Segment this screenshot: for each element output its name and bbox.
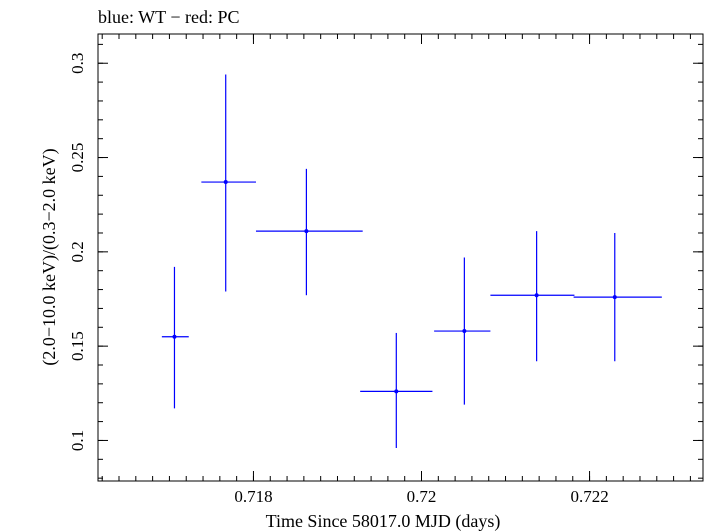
y-tick-label: 0.15	[68, 331, 87, 361]
y-tick-label: 0.3	[68, 53, 87, 74]
y-axis-label: (2.0−10.0 keV)/(0.3−2.0 keV)	[39, 148, 60, 365]
x-axis-label: Time Since 58017.0 MJD (days)	[266, 511, 501, 532]
point-marker	[534, 293, 539, 298]
chart-title: blue: WT − red: PC	[98, 7, 239, 27]
point-marker	[394, 389, 399, 394]
axis-ticks	[98, 34, 703, 481]
data-point	[161, 266, 189, 409]
y-tick-label: 0.1	[68, 430, 87, 451]
y-tick-label: 0.2	[68, 241, 87, 262]
data-point	[360, 332, 433, 448]
tick-labels: 0.718 0.72 0.722 0.1 0.15 0.2 0.25 0.3	[68, 53, 609, 506]
data-point	[434, 257, 491, 405]
point-marker	[223, 180, 228, 185]
data-point	[573, 232, 662, 362]
x-tick-label: 0.72	[407, 487, 437, 506]
x-tick-label: 0.718	[234, 487, 272, 506]
point-marker	[172, 334, 177, 339]
data-point	[490, 231, 575, 362]
point-marker	[612, 295, 617, 300]
x-tick-label: 0.722	[570, 487, 608, 506]
data-point	[255, 168, 363, 296]
plot-frame	[97, 33, 704, 482]
data-point	[201, 74, 256, 292]
point-marker	[304, 229, 309, 234]
data-points	[161, 74, 662, 448]
y-tick-label: 0.25	[68, 143, 87, 173]
point-marker	[462, 329, 467, 334]
